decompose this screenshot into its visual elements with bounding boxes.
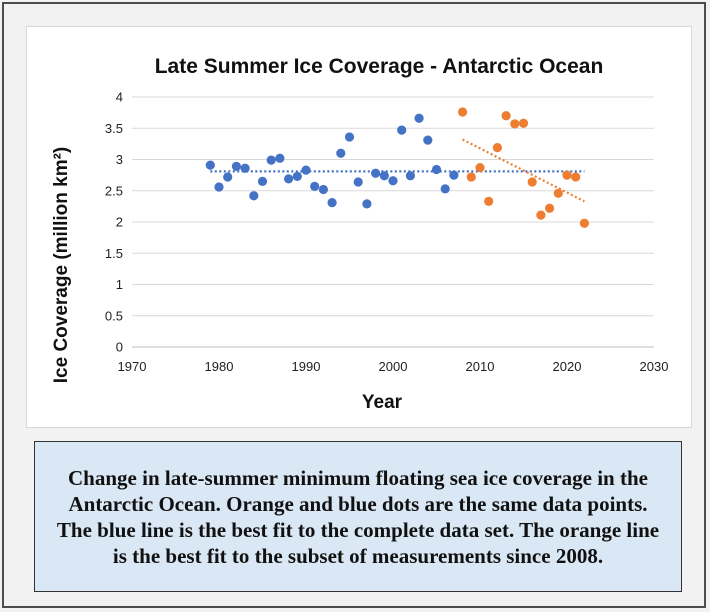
- y-axis-title: Ice Coverage (million km²): [51, 147, 72, 384]
- data-point: [301, 165, 311, 175]
- data-point: [458, 107, 468, 117]
- data-point: [536, 210, 546, 220]
- data-point: [292, 171, 302, 181]
- y-tick-label: 2: [116, 215, 123, 230]
- trendlines: [210, 138, 585, 203]
- data-point: [344, 132, 355, 142]
- data-point: [310, 181, 320, 191]
- data-point: [353, 177, 363, 187]
- data-point: [327, 198, 337, 208]
- data-point: [571, 172, 581, 182]
- y-tick-label: 1: [116, 277, 123, 292]
- data-point: [431, 164, 442, 175]
- data-point: [240, 163, 250, 173]
- y-tick-labels: 0 0.5 1 1.5 2 2.5 3 3.5 4: [105, 90, 123, 355]
- y-tick-label: 3.5: [105, 121, 123, 136]
- x-tick-label: 1990: [292, 359, 321, 374]
- data-point: [388, 176, 398, 186]
- data-point: [371, 168, 381, 178]
- x-tick-label: 1970: [118, 359, 147, 374]
- data-point: [362, 199, 372, 209]
- data-point: [231, 161, 241, 171]
- y-tick-label: 1.5: [105, 246, 123, 261]
- data-point: [336, 148, 346, 158]
- x-tick-label: 2000: [379, 359, 408, 374]
- y-tick-label: 0.5: [105, 308, 123, 323]
- y-tick-label: 3: [116, 152, 123, 167]
- data-point: [562, 170, 572, 180]
- chart-panel: Late Summer Ice Coverage - Antarctic Oce…: [26, 26, 692, 428]
- data-point: [266, 155, 276, 165]
- x-tick-label: 2010: [466, 359, 495, 374]
- data-point: [579, 218, 590, 228]
- data-point: [484, 196, 494, 206]
- caption-box: Change in late-summer minimum floating s…: [34, 441, 682, 592]
- data-point: [284, 174, 294, 184]
- data-point: [423, 135, 433, 145]
- chart-title: Late Summer Ice Coverage - Antarctic Oce…: [155, 55, 604, 78]
- data-point: [397, 125, 407, 135]
- data-point: [449, 170, 459, 180]
- data-point: [492, 143, 502, 153]
- data-point: [223, 172, 233, 182]
- data-point: [249, 191, 259, 201]
- data-point: [466, 172, 476, 182]
- data-point: [510, 119, 520, 129]
- x-tick-labels: 1970 1980 1990 2000 2010 2020 2030: [118, 359, 669, 374]
- data-points: [205, 107, 590, 228]
- data-point: [501, 111, 511, 121]
- x-tick-label: 2020: [553, 359, 582, 374]
- scatter-chart: Late Summer Ice Coverage - Antarctic Oce…: [51, 55, 669, 413]
- y-tick-label: 0: [116, 340, 123, 355]
- data-point: [475, 163, 485, 173]
- data-point: [318, 184, 328, 195]
- data-point: [414, 113, 424, 123]
- data-point: [518, 118, 529, 128]
- trendline: [462, 138, 585, 203]
- data-point: [214, 182, 224, 192]
- x-tick-label: 1980: [205, 359, 234, 374]
- x-tick-label: 2030: [640, 359, 669, 374]
- y-tick-label: 4: [116, 90, 123, 105]
- data-point: [275, 153, 285, 163]
- y-tick-label: 2.5: [105, 183, 123, 198]
- caption-text: Change in late-summer minimum floating s…: [56, 465, 660, 568]
- data-point: [440, 184, 450, 194]
- data-point: [379, 171, 389, 181]
- data-point: [527, 177, 537, 187]
- gridlines: [132, 96, 654, 348]
- data-point: [405, 171, 415, 181]
- x-axis-title: Year: [362, 392, 403, 413]
- data-point: [257, 176, 268, 186]
- data-point: [205, 160, 215, 170]
- data-point: [545, 203, 555, 213]
- data-point: [553, 188, 563, 198]
